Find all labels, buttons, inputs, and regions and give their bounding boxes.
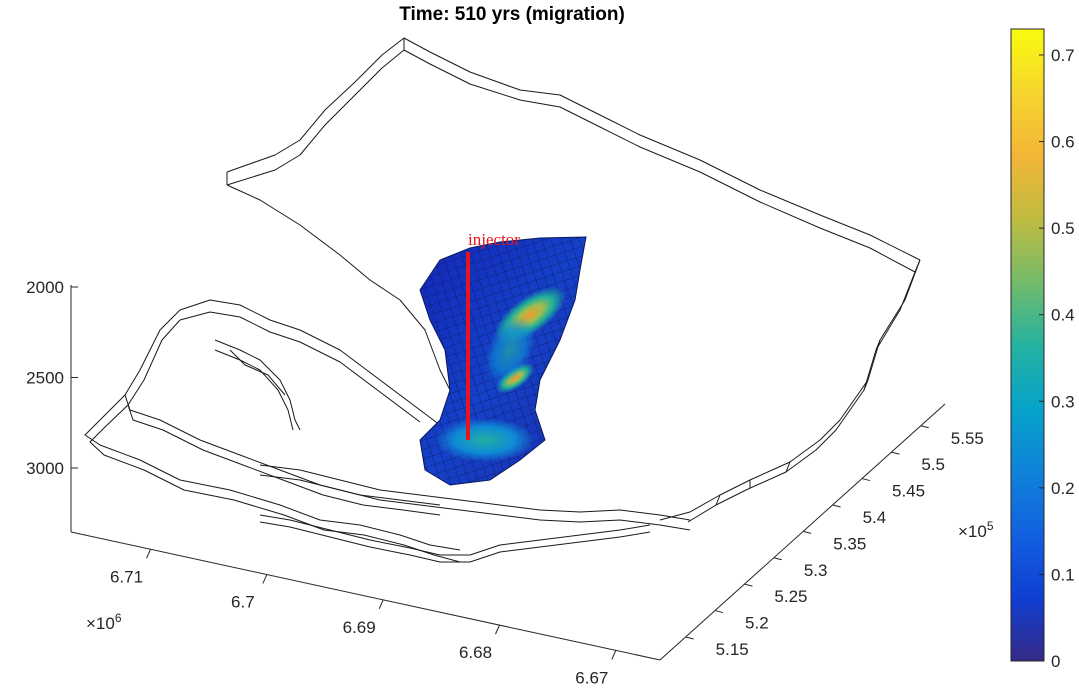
colorbar-tick-label: 0 <box>1051 652 1060 671</box>
y-tick-label: 6.68 <box>459 643 492 662</box>
z-tick-label: 2500 <box>26 369 64 388</box>
y-tick-mark <box>378 599 384 610</box>
colorbar-tick-label: 0.2 <box>1051 479 1075 498</box>
x-tick-mark <box>861 478 871 482</box>
x-tick-label: 5.15 <box>716 640 749 659</box>
colorbar <box>1010 28 1045 662</box>
y-tick-mark <box>146 549 151 559</box>
y-axis-ticks: 6.71 6.7 6.69 6.68 6.67 <box>110 549 617 687</box>
y-tick-mark <box>262 574 268 584</box>
y-axis-multiplier: ×106 <box>86 611 122 633</box>
x-tick-label: 5.3 <box>804 561 828 580</box>
x-tick-label: 5.45 <box>892 482 925 501</box>
x-tick-label: 5.25 <box>774 587 807 606</box>
colorbar-ticks: 0 0.1 0.2 0.3 0.4 0.5 0.6 0.7 <box>1039 46 1075 671</box>
y-tick-mark <box>611 650 617 660</box>
x-tick-mark <box>920 425 929 429</box>
colorbar-gradient <box>1010 28 1045 662</box>
x-tick-mark <box>773 557 782 561</box>
injector-well: injector <box>466 230 520 440</box>
reservoir-outline <box>84 37 921 563</box>
colorbar-tick-label: 0.6 <box>1051 133 1075 152</box>
colorbar-tick-label: 0.5 <box>1051 219 1075 238</box>
y-tick-label: 6.71 <box>110 567 143 586</box>
y-tick-label: 6.67 <box>575 668 608 687</box>
x-axis-multiplier: ×105 <box>958 519 994 541</box>
colorbar-tick-label: 0.7 <box>1051 46 1075 65</box>
y-tick-mark <box>495 624 500 635</box>
x-tick-mark <box>803 530 812 534</box>
x-tick-mark <box>714 610 724 614</box>
y-tick-label: 6.69 <box>343 618 376 637</box>
z-tick-label: 3000 <box>26 459 64 478</box>
colorbar-tick-label: 0.1 <box>1051 565 1075 584</box>
x-tick-mark <box>832 504 841 508</box>
y-tick-label: 6.7 <box>231 593 255 612</box>
axes-box <box>70 285 946 661</box>
x-axis-ticks: 5.15 5.2 5.25 5.3 5.35 5.4 5.45 5.5 5.55 <box>685 425 984 659</box>
chart-title: Time: 510 yrs (migration) <box>399 4 625 25</box>
z-tick-label: 2000 <box>26 278 64 297</box>
co2-plume <box>419 236 587 486</box>
x-tick-label: 5.5 <box>921 455 945 474</box>
x-tick-label: 5.2 <box>745 614 769 633</box>
colorbar-tick-label: 0.4 <box>1051 306 1075 325</box>
colorbar-tick-label: 0.3 <box>1051 392 1075 411</box>
x-tick-mark <box>744 583 753 587</box>
x-tick-label: 5.35 <box>833 534 866 553</box>
x-tick-mark <box>685 636 694 640</box>
z-axis-ticks: 2000 2500 3000 <box>26 278 78 478</box>
injector-label: injector <box>468 230 520 249</box>
x-tick-label: 5.55 <box>951 429 984 448</box>
x-tick-label: 5.4 <box>863 508 887 527</box>
x-tick-mark <box>891 451 900 455</box>
